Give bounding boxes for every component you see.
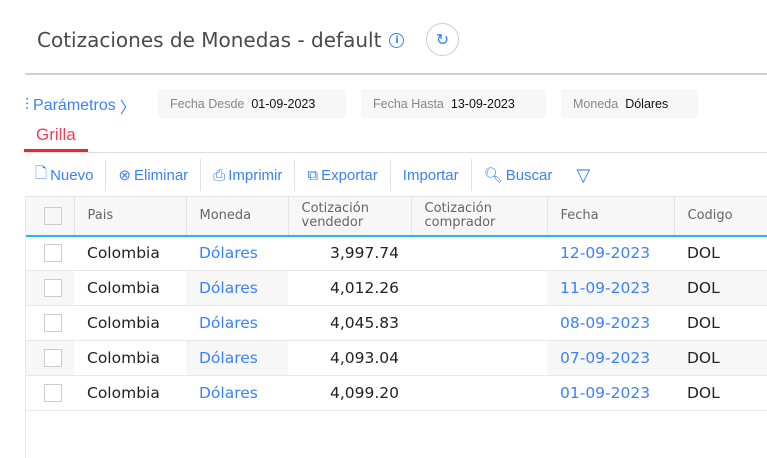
nuevo-label: Nuevo [50,166,94,184]
column-header[interactable]: Cotización vendedor [288,196,412,237]
parametros-label: Parámetros [33,97,116,114]
vendedor-cell: 4,099.20 [288,375,411,411]
pais-cell: Colombia [74,235,186,271]
divider [25,73,767,75]
data-grid: Pais Moneda Cotización vendedor Cotizaci… [25,196,767,458]
filter-moneda[interactable]: Moneda Dólares [561,89,698,118]
codigo-cell: DOL [674,375,767,411]
comprador-cell [411,270,547,306]
fecha-link[interactable]: 11-09-2023 [547,270,674,306]
column-header[interactable]: Moneda [186,196,289,237]
row-select-cell [26,270,74,306]
fecha-link[interactable]: 12-09-2023 [547,235,674,271]
filter-value: 13-09-2023 [450,96,515,111]
column-header[interactable]: Pais [74,196,187,237]
column-header[interactable]: Cotización comprador [411,196,548,237]
row-checkbox[interactable] [44,244,62,263]
filter-fecha-desde[interactable]: Fecha Desde 01-09-2023 [158,89,346,118]
table-row[interactable]: Colombia Dólares 3,997.74 12-09-2023 DOL [26,235,767,271]
imprimir-button[interactable]: ⎙ Imprimir [201,159,296,191]
select-all-header[interactable] [26,196,75,237]
header-row: Pais Moneda Cotización vendedor Cotizaci… [26,196,767,237]
new-file-icon: 🗋 [35,164,48,182]
codigo-cell: DOL [674,270,767,306]
moneda-link[interactable]: Dólares [186,235,288,271]
nuevo-button[interactable]: 🗋 Nuevo [25,159,107,191]
filter-label: Moneda [573,96,619,111]
close-circle-icon: ⊗ [118,167,131,184]
select-all-checkbox[interactable] [44,206,62,225]
filter-value: 01-09-2023 [251,96,316,111]
row-checkbox[interactable] [44,384,62,402]
moneda-link[interactable]: Dólares [186,305,288,341]
importar-label: Importar [402,166,459,184]
filter-icon: ▽ [576,164,591,185]
exportar-button[interactable]: ⧉ Exportar [295,159,391,191]
vendedor-cell: 4,012.26 [288,270,411,306]
imprimir-label: Imprimir [228,166,283,184]
vendedor-cell: 4,045.83 [288,305,411,341]
buscar-button[interactable]: 🔍︎ Buscar [472,159,565,191]
row-select-cell [26,375,74,411]
external-link-icon: ⧉ [307,166,319,184]
toolbar: 🗋 Nuevo ⊗ Eliminar ⎙ Imprimir ⧉ Exportar Imp… [25,155,602,195]
fecha-link[interactable]: 08-09-2023 [547,305,674,341]
importar-button[interactable]: Importar [391,159,472,191]
page-title-text: Cotizaciones de Monedas - default [37,28,382,52]
fecha-link[interactable]: 07-09-2023 [547,340,674,376]
printer-icon: ⎙ [213,166,226,184]
filter-value: Dólares [625,96,669,111]
column-header[interactable]: Codigo [674,196,767,237]
exportar-label: Exportar [321,166,378,184]
tab-grilla[interactable]: Grilla [36,125,76,144]
pais-cell: Colombia [74,270,186,306]
refresh-icon: ↻ [435,30,450,49]
comprador-cell [411,235,547,271]
parametros-toggle[interactable]: ⫶ Parámetros 〉 [25,94,136,118]
pais-cell: Colombia [74,305,186,341]
row-select-cell [26,235,74,271]
refresh-button[interactable]: ↻ [426,23,459,56]
column-header[interactable]: Fecha [547,196,675,237]
table-row[interactable]: Colombia Dólares 4,093.04 07-09-2023 DOL [26,340,767,376]
fecha-link[interactable]: 01-09-2023 [547,375,674,411]
filter-fecha-hasta[interactable]: Fecha Hasta 13-09-2023 [361,89,546,118]
moneda-link[interactable]: Dólares [186,270,288,306]
table-row[interactable]: Colombia Dólares 4,099.20 01-09-2023 DOL [26,375,767,411]
filter-button[interactable]: ▽ [564,159,602,191]
moneda-link[interactable]: Dólares [186,375,288,411]
buscar-label: Buscar [505,166,553,184]
search-icon: 🔍︎ [483,167,503,184]
vendedor-cell: 3,997.74 [288,235,411,271]
row-select-cell [26,340,74,376]
info-icon[interactable]: i [389,32,405,48]
codigo-cell: DOL [674,340,767,376]
codigo-cell: DOL [674,305,767,341]
page-title: Cotizaciones de Monedas - default i [37,28,405,52]
comprador-cell [411,375,547,411]
row-select-cell [26,305,74,341]
comprador-cell [411,305,547,341]
filter-label: Fecha Hasta [373,96,444,111]
table-row[interactable]: Colombia Dólares 4,045.83 08-09-2023 DOL [26,305,767,341]
vendedor-cell: 4,093.04 [288,340,411,376]
divider [25,152,767,153]
pais-cell: Colombia [74,340,186,376]
sliders-icon: ⫶ [25,97,30,114]
row-checkbox[interactable] [44,349,62,367]
filter-label: Fecha Desde [170,96,245,111]
eliminar-button[interactable]: ⊗ Eliminar [106,159,202,191]
row-checkbox[interactable] [44,279,62,297]
codigo-cell: DOL [674,235,767,271]
moneda-link[interactable]: Dólares [186,340,288,376]
pais-cell: Colombia [74,375,186,411]
tab-active-indicator [24,149,88,152]
row-checkbox[interactable] [44,314,62,332]
chevron-right-icon: 〉 [119,100,136,117]
comprador-cell [411,340,547,376]
eliminar-label: Eliminar [134,166,189,184]
table-row[interactable]: Colombia Dólares 4,012.26 11-09-2023 DOL [26,270,767,306]
